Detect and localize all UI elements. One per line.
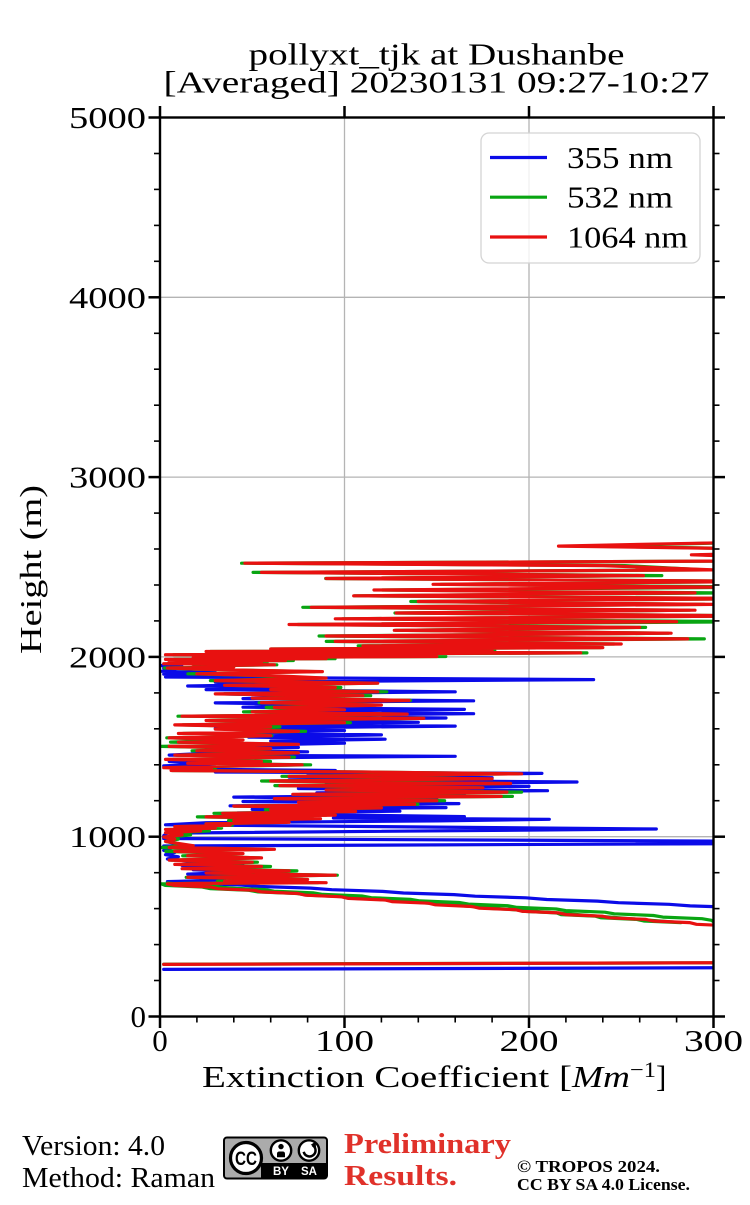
svg-text:200: 200	[500, 1023, 559, 1058]
svg-text:BY: BY	[273, 1166, 289, 1178]
svg-text:3000: 3000	[69, 460, 146, 495]
svg-text:CC BY SA 4.0 License.: CC BY SA 4.0 License.	[517, 1175, 690, 1194]
svg-text:0: 0	[152, 1023, 168, 1058]
svg-text:Results.: Results.	[344, 1160, 457, 1192]
svg-text:355 nm: 355 nm	[567, 140, 673, 175]
svg-text:SA: SA	[301, 1166, 317, 1178]
svg-text:532 nm: 532 nm	[567, 180, 673, 215]
svg-text:]: ]	[656, 1059, 666, 1094]
svg-text:4000: 4000	[69, 280, 146, 315]
svg-text:1064 nm: 1064 nm	[567, 220, 688, 255]
svg-text:−1: −1	[630, 1057, 656, 1082]
svg-text:Preliminary: Preliminary	[344, 1128, 512, 1160]
svg-text:1000: 1000	[69, 819, 146, 854]
svg-text:5000: 5000	[69, 100, 146, 135]
svg-text:0: 0	[131, 999, 147, 1034]
svg-text:Method: Raman: Method: Raman	[22, 1162, 216, 1194]
svg-text:© TROPOS 2024.: © TROPOS 2024.	[517, 1157, 660, 1176]
svg-text:Height (m): Height (m)	[13, 485, 48, 654]
svg-text:Extinction Coefficient [: Extinction Coefficient [	[202, 1059, 572, 1094]
svg-text:300: 300	[684, 1023, 743, 1058]
svg-text:100: 100	[315, 1023, 374, 1058]
svg-text:Mm: Mm	[571, 1059, 630, 1094]
svg-text:Version: 4.0: Version: 4.0	[22, 1130, 165, 1162]
svg-text:CC: CC	[235, 1149, 257, 1170]
svg-text:pollyxt_tjk at Dushanbe: pollyxt_tjk at Dushanbe	[249, 37, 625, 72]
svg-text:[Averaged] 20230131 09:27-10:2: [Averaged] 20230131 09:27-10:27	[164, 65, 710, 100]
svg-text:2000: 2000	[69, 639, 146, 674]
